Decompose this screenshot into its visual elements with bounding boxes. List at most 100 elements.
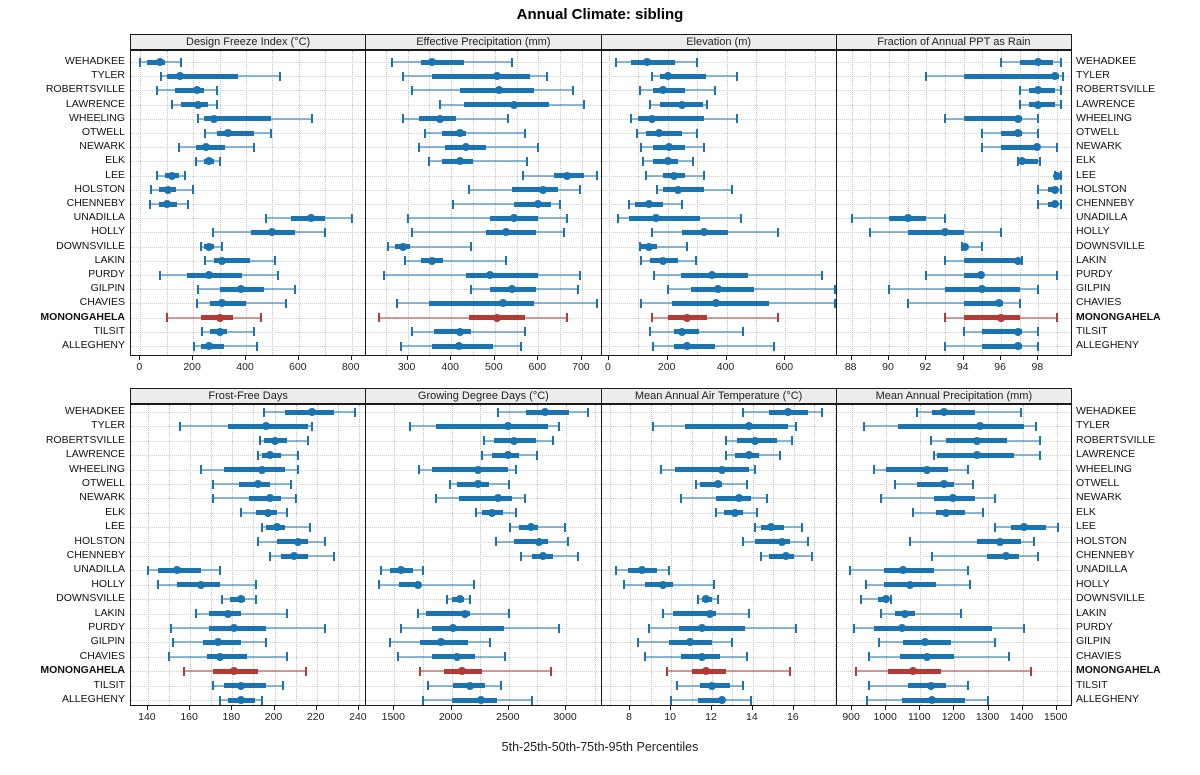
panel-header-fraction-of-annual-ppt-as-rain: Fraction of Annual PPT as Rain (835, 34, 1072, 50)
whisker-cap-low (981, 142, 984, 152)
median-dot (718, 465, 727, 474)
iqr-bar-25th-75th (638, 116, 705, 122)
x-tick-label: 180 (222, 711, 241, 723)
whisker-cap-high (260, 695, 263, 705)
median-dot (1034, 58, 1043, 66)
median-dot (638, 566, 647, 575)
whisker-cap-high (311, 421, 314, 431)
x-tick (315, 706, 317, 710)
whisker-cap-high (537, 142, 540, 152)
whisker-5th-95th (420, 670, 552, 673)
station-label-left-unadilla: UNADILLA (73, 211, 125, 224)
gridline-vertical (1056, 405, 1058, 705)
iqr-bar-25th-75th (963, 258, 1020, 264)
gridline-vertical (870, 51, 872, 355)
iqr-bar-25th-75th (673, 611, 717, 617)
x-tick-label: 8 (626, 711, 633, 723)
whisker-cap-low (962, 327, 965, 337)
whisker-cap-low (650, 227, 653, 237)
median-dot (503, 422, 512, 431)
median-dot (697, 624, 706, 632)
whisker-cap-high (981, 242, 984, 252)
median-dot (1020, 523, 1029, 532)
whisker-cap-high (972, 479, 975, 489)
whisker-cap-low (382, 270, 385, 280)
gridline-vertical (945, 51, 947, 355)
median-dot (474, 480, 483, 488)
whisker-cap-high (519, 341, 522, 351)
whisker-cap-low (410, 85, 413, 95)
gridline-vertical (480, 405, 482, 705)
x-tick-label: 90 (882, 361, 894, 373)
whisker-cap-high (578, 185, 581, 195)
median-dot (643, 58, 652, 66)
station-label-left-lawrence: LAWRENCE (65, 448, 125, 461)
whisker-cap-low (178, 421, 181, 431)
panel-plot-growing-degree-days-c (365, 404, 602, 706)
whisker-cap-low (220, 594, 223, 604)
whisker-cap-high (778, 450, 781, 460)
station-label-right-gilpin: GILPIN (1076, 635, 1111, 648)
station-label-left-chavies: CHAVIES (79, 649, 125, 662)
median-dot (926, 681, 935, 690)
whisker-cap-low (854, 666, 857, 676)
median-dot (488, 508, 497, 517)
x-tick (406, 356, 408, 360)
iqr-bar-25th-75th (433, 329, 471, 335)
whisker-cap-high (583, 100, 586, 110)
median-dot (1013, 256, 1022, 265)
iqr-bar-25th-75th (691, 286, 755, 292)
station-label-right-downsville: DOWNSVILLE (1076, 239, 1145, 252)
median-dot (941, 228, 950, 237)
iqr-bar-25th-75th (932, 409, 975, 415)
whisker-cap-low (628, 199, 631, 209)
whisker-cap-low (909, 537, 912, 547)
station-label-right-tilsit: TILSIT (1076, 324, 1108, 337)
iqr-bar-25th-75th (429, 300, 535, 306)
station-label-right-robertsville: ROBERTSVILLE (1076, 83, 1156, 96)
gridline-horizontal (131, 412, 366, 413)
x-tick-label: 92 (919, 361, 932, 373)
x-tick (725, 356, 727, 360)
whisker-5th-95th (407, 217, 567, 220)
whisker-cap-low (400, 623, 403, 633)
whisker-cap-low (696, 594, 699, 604)
median-dot (257, 465, 266, 474)
station-label-left-newark: NEWARK (79, 140, 125, 153)
gridline-horizontal (131, 175, 366, 177)
iqr-bar-25th-75th (276, 539, 309, 545)
median-dot (535, 537, 544, 546)
median-dot (162, 200, 171, 208)
whisker-cap-high (807, 537, 810, 547)
whisker-cap-high (546, 71, 549, 81)
median-dot (308, 408, 317, 416)
whisker-cap-high (294, 493, 297, 503)
whisker-cap-low (212, 681, 215, 691)
iqr-bar-25th-75th (442, 130, 467, 136)
whisker-cap-high (192, 185, 195, 195)
x-tick-label: 800 (341, 361, 360, 373)
iqr-bar-25th-75th (195, 144, 225, 150)
x-tick (751, 706, 753, 710)
station-label-right-gilpin: GILPIN (1076, 282, 1111, 295)
whisker-cap-low (439, 100, 442, 110)
station-label-left-tilsit: TILSIT (93, 324, 125, 337)
iqr-bar-25th-75th (1001, 130, 1022, 136)
whisker-cap-high (536, 450, 539, 460)
iqr-bar-25th-75th (716, 495, 751, 501)
x-tick-label: 14 (746, 711, 758, 723)
median-dot (427, 58, 436, 66)
median-dot (678, 100, 687, 109)
x-tick-label: 12 (705, 711, 717, 723)
gridline-vertical (394, 405, 396, 705)
station-label-right-newark: NEWARK (1076, 140, 1122, 153)
station-label-left-tyler: TYLER (91, 69, 125, 82)
station-label-left-robertsville: ROBERTSVILLE (45, 433, 125, 446)
whisker-cap-high (1039, 156, 1042, 166)
x-tick-label: 1500 (381, 711, 405, 723)
median-dot (210, 114, 219, 123)
gridline-vertical (926, 51, 928, 355)
median-dot (995, 299, 1004, 308)
iqr-bar-25th-75th (916, 481, 955, 487)
whisker-cap-low (640, 256, 643, 266)
